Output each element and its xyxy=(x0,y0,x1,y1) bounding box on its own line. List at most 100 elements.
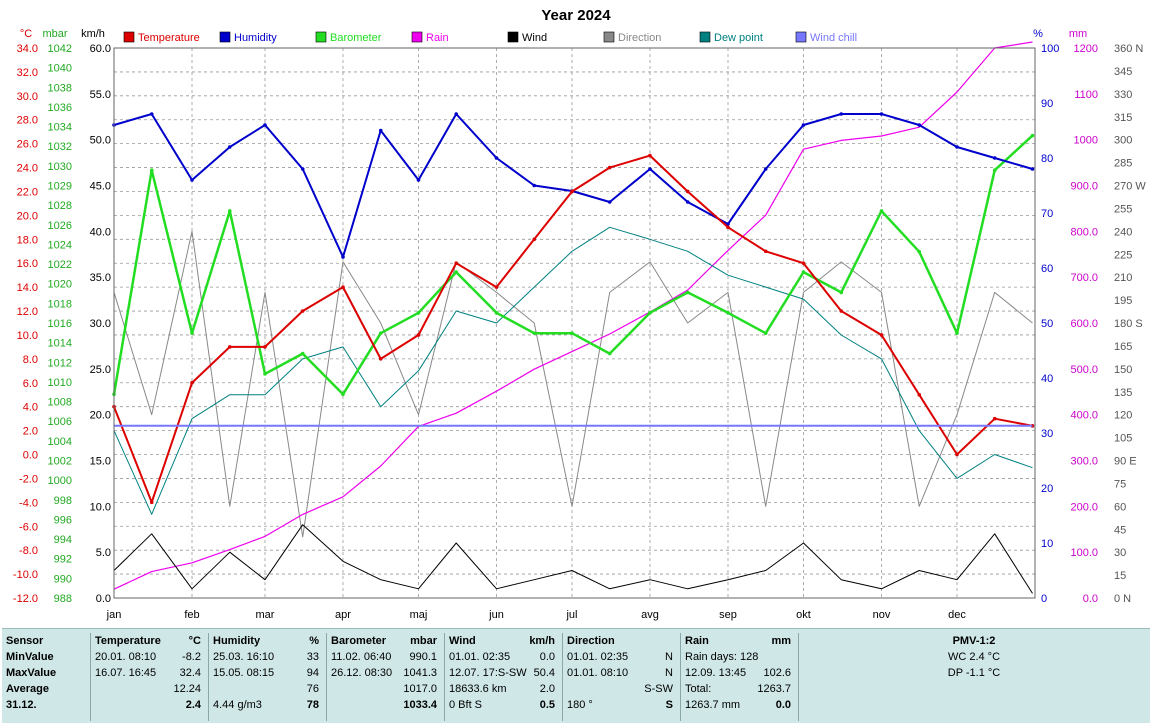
temperature-tick-label: 0.0 xyxy=(23,450,38,462)
humidity-tick-label: 10 xyxy=(1041,538,1053,550)
wind-tick-label: 20.0 xyxy=(90,410,111,422)
temperature-header: Temperature xyxy=(95,635,161,647)
sensor-row-min: MinValue xyxy=(6,651,54,663)
temperature-tick-label: 34.0 xyxy=(17,43,38,55)
temperature-max-value: 32.4 xyxy=(179,667,201,679)
pressure-tick-label: 1034 xyxy=(48,122,72,134)
barometer-max-time: 26.12. 08:30 xyxy=(331,667,393,679)
temperature-data-point xyxy=(378,357,383,361)
temperature-data-point xyxy=(416,333,421,337)
pressure-tick-label: 1042 xyxy=(48,43,72,55)
pressure-tick-label: 1022 xyxy=(48,259,72,271)
wind-unit-label: km/h xyxy=(81,28,105,40)
month-tick-label: sep xyxy=(719,609,737,621)
pressure-tick-label: 1006 xyxy=(48,416,72,428)
pressure-tick-label: 998 xyxy=(54,495,72,507)
wind-tick-label: 10.0 xyxy=(90,501,111,513)
month-tick-label: jul xyxy=(565,609,577,621)
temperature-tick-label: -10.0 xyxy=(13,569,38,581)
wind-max-value: 50.4 xyxy=(533,667,555,679)
barometer-data-point xyxy=(454,270,459,274)
pressure-tick-label: 1032 xyxy=(48,141,72,153)
barometer-data-point xyxy=(917,249,922,254)
pressure-tick-label: 1030 xyxy=(48,161,72,173)
pressure-tick-label: 1020 xyxy=(48,279,72,291)
rain-tick-label: 700.0 xyxy=(1070,272,1098,284)
pressure-tick-label: 1000 xyxy=(48,475,72,487)
humidity-data-point xyxy=(494,156,499,160)
month-tick-label: jan xyxy=(106,609,122,621)
temperature-data-point xyxy=(839,309,844,313)
direction-tick-label: 60 xyxy=(1114,501,1126,513)
humidity-header: Humidity xyxy=(213,635,261,647)
humidity-series-line xyxy=(113,113,1033,258)
barometer-data-point xyxy=(763,331,768,335)
barometer-data-point xyxy=(648,311,652,315)
barometer-data-point xyxy=(300,351,305,356)
chart-legend: Temperature Humidity Barometer Rain Wind Dire… xyxy=(123,31,857,44)
barometer-data-point xyxy=(227,209,232,213)
rain-year-total: 1263.7 mm xyxy=(685,699,741,711)
temperature-tick-label: -4.0 xyxy=(19,497,38,509)
rain-days: Rain days: 128 xyxy=(685,651,759,663)
temperature-series-line xyxy=(113,154,1033,504)
rain-unit: mm xyxy=(771,635,791,647)
legend-label: Humidity xyxy=(234,32,277,44)
temperature-tick-label: 4.0 xyxy=(23,402,38,414)
temperature-data-point xyxy=(763,249,768,254)
legend-label: Direction xyxy=(618,32,661,44)
temperature-data-point xyxy=(532,237,537,242)
barometer-avg-value: 1017.0 xyxy=(403,683,437,695)
humidity-tick-label: 100 xyxy=(1041,43,1059,55)
temperature-data-point xyxy=(227,345,232,349)
temperature-data-point xyxy=(341,285,345,289)
legend-swatch xyxy=(507,31,519,43)
humidity-data-point xyxy=(955,145,959,149)
legend-swatch xyxy=(603,31,615,43)
direction-panel: Direction 01.01. 02:35 N 01.01. 08:10 N S-… xyxy=(562,633,679,721)
legend-swatch xyxy=(411,31,423,43)
legend-label: Wind xyxy=(522,32,547,44)
humidity-tick-label: 20 xyxy=(1041,483,1053,495)
month-tick-label: nov xyxy=(873,609,891,621)
rain-tick-label: 500.0 xyxy=(1070,364,1098,376)
pmv-wind-chill: WC 2.4 °C xyxy=(947,651,1001,663)
humidity-tick-label: 50 xyxy=(1041,318,1053,330)
rain-current-value: 0.0 xyxy=(775,699,791,711)
rain-tick-label: 900.0 xyxy=(1070,181,1098,193)
weather-chart: Year 2024 °C mbar km/h % mm Temperature H… xyxy=(13,7,1146,621)
humidity-data-point xyxy=(726,222,730,226)
temperature-data-point xyxy=(300,309,305,313)
dew-point-series-line xyxy=(113,226,1033,515)
pressure-tick-label: 1010 xyxy=(48,377,72,389)
direction-tick-label: 360 N xyxy=(1114,43,1143,55)
pressure-tick-label: 1028 xyxy=(48,200,72,212)
legend-swatch xyxy=(795,31,807,43)
wind-min-time: 01.01. 02:35 xyxy=(449,651,511,663)
wind-beaufort: 0 Bft S xyxy=(449,699,483,711)
rain-series-line xyxy=(113,41,1033,590)
chart-grid xyxy=(113,47,1035,599)
temperature-data-point xyxy=(685,189,690,194)
humidity-current-value: 78 xyxy=(306,699,319,711)
temperature-data-point xyxy=(801,261,806,266)
temperature-current-value: 2.4 xyxy=(185,699,201,711)
humidity-data-point xyxy=(263,123,267,127)
direction-min-value: N xyxy=(665,651,673,663)
rain-tick-label: 1100 xyxy=(1074,89,1098,101)
rain-tick-label: 800.0 xyxy=(1070,226,1098,238)
barometer-data-point xyxy=(685,290,690,295)
humidity-data-point xyxy=(879,112,884,116)
direction-tick-label: 90 E xyxy=(1114,456,1137,468)
temperature-tick-label: 6.0 xyxy=(23,378,38,390)
temperature-tick-label: 32.0 xyxy=(17,67,38,79)
barometer-min-value: 990.1 xyxy=(409,651,437,663)
month-tick-label: apr xyxy=(335,609,351,621)
direction-tick-label: 270 W xyxy=(1114,181,1146,193)
temperature-data-point xyxy=(648,153,652,158)
temperature-data-point xyxy=(992,416,997,421)
temperature-tick-label: -2.0 xyxy=(19,473,38,485)
humidity-tick-label: 30 xyxy=(1041,428,1053,440)
temperature-tick-label: -8.0 xyxy=(19,545,38,557)
temperature-tick-label: 14.0 xyxy=(17,282,38,294)
